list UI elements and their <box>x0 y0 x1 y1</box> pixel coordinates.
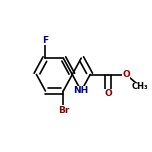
Text: NH: NH <box>74 86 89 95</box>
Text: O: O <box>122 70 130 79</box>
Text: CH₃: CH₃ <box>132 82 149 91</box>
Text: O: O <box>104 89 112 98</box>
Text: Br: Br <box>58 106 69 115</box>
Text: F: F <box>42 36 48 45</box>
